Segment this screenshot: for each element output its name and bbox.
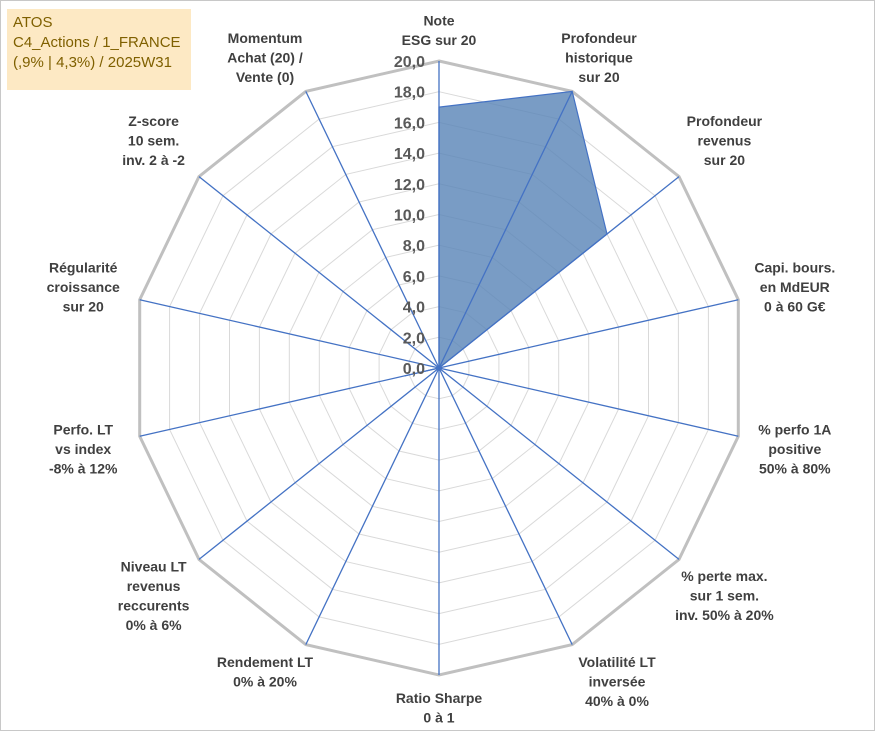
category-label-line: sur 1 sem. (690, 588, 759, 604)
tick-label: 2,0 (403, 330, 425, 347)
label-layer: Note ESG sur 20 Profondeur historique sur 20… (47, 13, 836, 726)
category-label-line: reccurents (118, 597, 190, 613)
tick-label: 16,0 (394, 115, 425, 132)
axis-spoke (139, 367, 440, 437)
category-label-line: % perfo 1A (758, 422, 831, 438)
axis-spoke (438, 367, 739, 437)
category-label: Note ESG sur 20 (402, 13, 477, 49)
axis-spoke (438, 367, 680, 560)
category-label-line: 0 à 1 (423, 710, 454, 726)
category-label: Capi. bours. en MdEUR 0 à 60 G€ (754, 259, 835, 314)
category-label: Niveau LT revenus reccurents 0% à 6% (118, 558, 190, 633)
category-label-line: inv. 2 à -2 (122, 152, 185, 168)
category-label-line: historique (565, 49, 633, 65)
category-label-line: Achat (20) / (227, 49, 303, 65)
category-label: Z-score 10 sem. inv. 2 à -2 (122, 113, 185, 168)
category-label-line: Momentum (228, 30, 303, 46)
axis-spoke (305, 91, 440, 369)
category-label-line: inversée (589, 674, 646, 690)
category-label-line: Rendement LT (217, 654, 314, 670)
category-label-line: % perte max. (681, 568, 767, 584)
category-label-line: Niveau LT (121, 558, 187, 574)
series-layer (404, 90, 608, 377)
category-label: % perfo 1A positive 50% à 80% (758, 422, 831, 477)
category-label: Régularité croissance sur 20 (47, 259, 120, 314)
category-label-line: revenus (127, 578, 181, 594)
category-label-line: revenus (698, 132, 752, 148)
category-label-line: 40% à 0% (585, 693, 649, 709)
category-label-line: sur 20 (704, 152, 745, 168)
tick-label: 18,0 (394, 85, 425, 102)
category-label-line: sur 20 (63, 298, 104, 314)
spoke-layer (139, 61, 739, 675)
category-label: Volatilité LT inversée 40% à 0% (578, 654, 656, 709)
category-label: Perfo. LT vs index -8% à 12% (49, 422, 118, 477)
category-label-line: Capi. bours. (754, 259, 835, 275)
category-label-line: en MdEUR (760, 279, 830, 295)
tick-label: 4,0 (403, 300, 425, 317)
category-label-line: Volatilité LT (578, 654, 656, 670)
tick-label: 20,0 (394, 54, 425, 71)
axis-spoke (438, 299, 739, 369)
category-label: Profondeur revenus sur 20 (687, 113, 763, 168)
category-label-line: -8% à 12% (49, 461, 118, 477)
category-label-line: 50% à 80% (759, 461, 831, 477)
category-label-line: croissance (47, 279, 120, 295)
category-label: Ratio Sharpe 0 à 1 (396, 690, 483, 726)
category-label-line: positive (768, 441, 821, 457)
category-label-line: Profondeur (561, 30, 637, 46)
tick-label: 6,0 (403, 269, 425, 286)
tick-layer: 0,0 2,0 4,0 6,0 8,0 10,0 12,0 14,0 16,0 18,0 20,0 (394, 54, 425, 378)
chart-info-box: ATOS C4_Actions / 1_FRANCE (,9% | 4,3%) … (7, 9, 191, 90)
axis-spoke (198, 176, 440, 369)
category-label-line: Z-score (128, 113, 179, 129)
axis-spoke (438, 176, 680, 369)
axis-spoke (305, 367, 440, 645)
category-label-line: Note (423, 13, 454, 29)
category-label-line: 0% à 6% (126, 617, 183, 633)
category-label-line: vs index (55, 441, 111, 457)
axis-spoke (139, 299, 440, 369)
category-label: Rendement LT 0% à 20% (217, 654, 314, 690)
tick-label: 8,0 (403, 238, 425, 255)
category-label-line: Profondeur (687, 113, 763, 129)
category-label-line: 10 sem. (128, 132, 179, 148)
category-label-line: Ratio Sharpe (396, 690, 483, 706)
category-label-line: sur 20 (578, 69, 619, 85)
series-area (404, 90, 608, 377)
info-line-period: (,9% | 4,3%) / 2025W31 (13, 54, 172, 71)
category-label-line: Régularité (49, 259, 118, 275)
category-label-line: ESG sur 20 (402, 32, 477, 48)
info-line-company: ATOS (13, 14, 53, 31)
tick-label: 0,0 (403, 361, 425, 378)
axis-spoke (198, 367, 440, 560)
category-label-line: 0 à 60 G€ (764, 298, 826, 314)
category-label: Profondeur historique sur 20 (561, 30, 637, 85)
category-label-line: inv. 50% à 20% (675, 607, 774, 623)
category-label-line: Perfo. LT (53, 422, 113, 438)
category-label: Momentum Achat (20) / Vente (0) (227, 30, 303, 85)
tick-label: 10,0 (394, 208, 425, 225)
axis-spoke (438, 367, 573, 645)
category-label-line: Vente (0) (236, 69, 294, 85)
axis-spoke (438, 91, 573, 369)
info-line-category: C4_Actions / 1_FRANCE (13, 34, 181, 51)
tick-label: 14,0 (394, 146, 425, 163)
category-label: % perte max. sur 1 sem. inv. 50% à 20% (675, 568, 774, 623)
tick-label: 12,0 (394, 177, 425, 194)
category-label-line: 0% à 20% (233, 674, 297, 690)
